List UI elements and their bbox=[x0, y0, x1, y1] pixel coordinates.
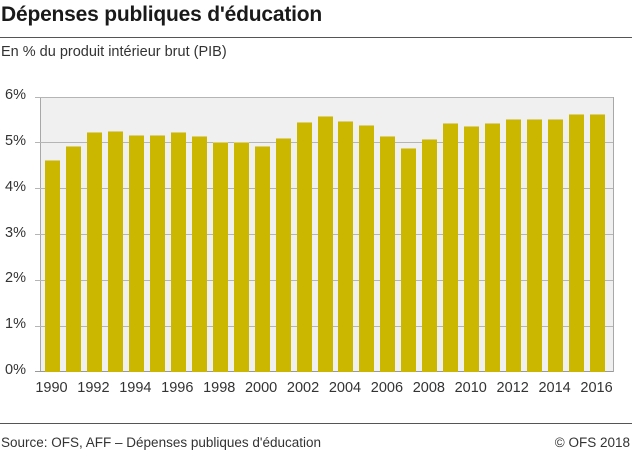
x-tick-label: 2000 bbox=[244, 380, 278, 396]
bar-1996 bbox=[170, 132, 186, 372]
x-tick-label: 2004 bbox=[328, 380, 362, 396]
footer-divider bbox=[0, 423, 632, 424]
bar-2013 bbox=[527, 119, 543, 372]
bar-1997 bbox=[191, 136, 207, 372]
bar-2006 bbox=[380, 135, 396, 372]
bar-1990 bbox=[45, 159, 60, 372]
bar-2009 bbox=[443, 122, 459, 372]
bar-1994 bbox=[128, 134, 144, 372]
source-note: Source: OFS, AFF – Dépenses publiques d'… bbox=[1, 435, 322, 450]
bar-1992 bbox=[86, 132, 102, 372]
chart-title: Dépenses publiques d'éducation bbox=[1, 3, 323, 26]
bar-2004 bbox=[338, 120, 354, 372]
x-tick-label: 1994 bbox=[119, 380, 152, 396]
bar-2005 bbox=[359, 125, 375, 372]
bar-1991 bbox=[65, 145, 81, 372]
title-divider bbox=[0, 37, 632, 38]
chart-subtitle: En % du produit intérieur brut (PIB) bbox=[1, 44, 227, 60]
x-tick-label: 2002 bbox=[286, 380, 320, 396]
bar-1993 bbox=[107, 131, 123, 372]
y-tick-label: 1% bbox=[5, 316, 26, 333]
bar-2011 bbox=[485, 123, 501, 372]
bar-1998 bbox=[212, 142, 228, 372]
x-tick-label: 1992 bbox=[77, 380, 110, 396]
bar-2008 bbox=[422, 138, 438, 372]
bar-2000 bbox=[254, 146, 270, 372]
x-tick-label: 1998 bbox=[203, 380, 236, 396]
gridline bbox=[35, 96, 613, 98]
y-tick-label: 4% bbox=[5, 178, 26, 195]
x-tick-label: 1996 bbox=[161, 380, 194, 396]
x-tick-label: 2010 bbox=[454, 380, 487, 396]
copyright: © OFS 2018 bbox=[554, 435, 630, 450]
bar-2007 bbox=[401, 148, 417, 372]
bar-2016 bbox=[590, 113, 606, 372]
y-tick-label: 6% bbox=[5, 87, 26, 103]
x-tick-label: 2014 bbox=[538, 380, 571, 396]
bar-1995 bbox=[149, 134, 165, 372]
bar-2003 bbox=[317, 115, 333, 372]
y-tick-label: 0% bbox=[5, 362, 26, 378]
y-tick-label: 3% bbox=[5, 224, 26, 241]
bar-2012 bbox=[506, 119, 522, 372]
x-tick-label: 2012 bbox=[496, 380, 529, 396]
x-tick-label: 1990 bbox=[35, 380, 68, 396]
bar-2014 bbox=[548, 118, 564, 372]
x-tick-label: 2016 bbox=[580, 380, 613, 396]
bar-1999 bbox=[233, 142, 249, 372]
bar-2010 bbox=[464, 126, 480, 372]
y-tick-label: 2% bbox=[5, 270, 26, 287]
bar-2002 bbox=[296, 121, 312, 372]
x-tick-label: 2006 bbox=[370, 380, 404, 396]
bar-2001 bbox=[275, 138, 291, 372]
plot-area bbox=[35, 96, 614, 372]
x-tick-label: 2008 bbox=[412, 380, 445, 396]
bar-2015 bbox=[569, 114, 585, 372]
y-tick-label: 5% bbox=[5, 132, 26, 149]
